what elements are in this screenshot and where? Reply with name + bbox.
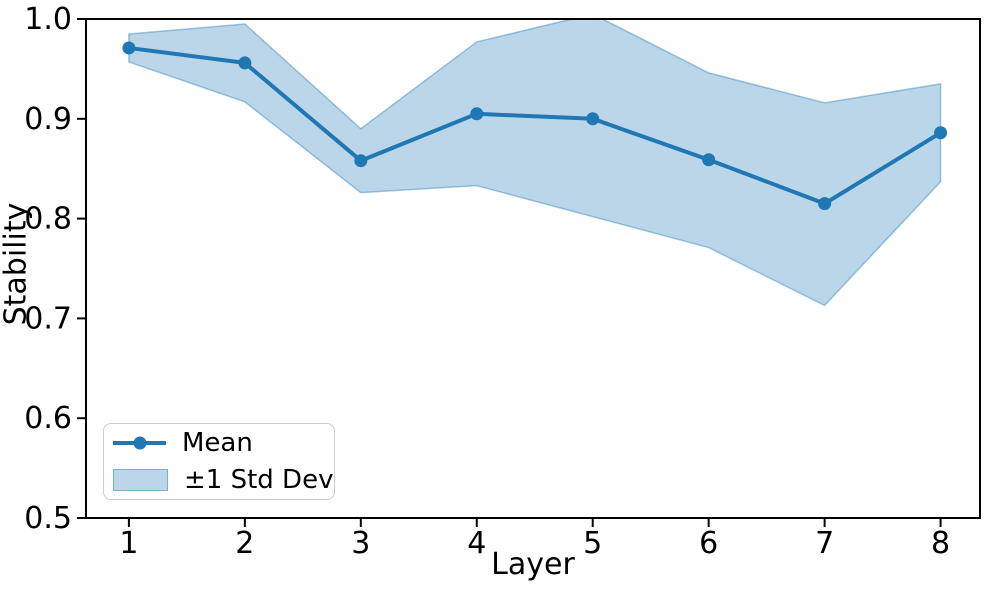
- axis-ticks: [77, 18, 942, 527]
- x-tick-label: 7: [815, 526, 834, 561]
- y-tick-label: 1.0: [24, 2, 72, 37]
- data-point: [122, 41, 136, 55]
- legend-band-label: ±1 Std Dev: [184, 465, 334, 496]
- y-tick-label: 0.5: [24, 501, 72, 536]
- mean-line: [126, 45, 943, 206]
- std-band: [128, 19, 942, 307]
- x-tick-label: 8: [931, 526, 950, 561]
- data-points: [122, 41, 948, 211]
- legend-mean-line-swatch: [113, 436, 166, 450]
- data-point: [702, 153, 716, 167]
- x-tick-label: 6: [699, 526, 718, 561]
- x-axis-label: Layer: [491, 547, 575, 582]
- data-point: [818, 197, 832, 211]
- x-tick-label: 1: [119, 526, 138, 561]
- y-tick-label: 0.9: [24, 102, 72, 137]
- axis-tick-labels: 1 2 3 4 5 6 7 8 0.5 0.6 0.7 0.8 0.9 1.0: [24, 2, 950, 561]
- data-point: [586, 112, 600, 126]
- legend-entry-stddev: ±1 Std Dev: [113, 462, 334, 500]
- x-tick-label: 2: [235, 526, 254, 561]
- plot-border: [85, 18, 981, 519]
- y-tick-label: 0.7: [24, 301, 72, 336]
- y-tick-label: 0.8: [24, 202, 72, 237]
- data-point: [470, 107, 484, 121]
- legend: Mean ±1 Std Dev: [103, 423, 335, 500]
- x-tick-label: 3: [351, 526, 370, 561]
- y-tick-label: 0.6: [24, 401, 72, 436]
- data-point: [934, 126, 948, 140]
- legend-mean-marker-icon: [133, 436, 146, 450]
- data-point: [238, 56, 252, 70]
- x-tick-label: 4: [467, 526, 486, 561]
- legend-mean-label: Mean: [182, 427, 253, 458]
- legend-entry-mean: Mean: [113, 424, 334, 462]
- legend-band-swatch: [113, 469, 168, 492]
- x-tick-label: 5: [583, 526, 602, 561]
- y-axis-label: Stability: [0, 202, 34, 326]
- data-point: [354, 154, 368, 168]
